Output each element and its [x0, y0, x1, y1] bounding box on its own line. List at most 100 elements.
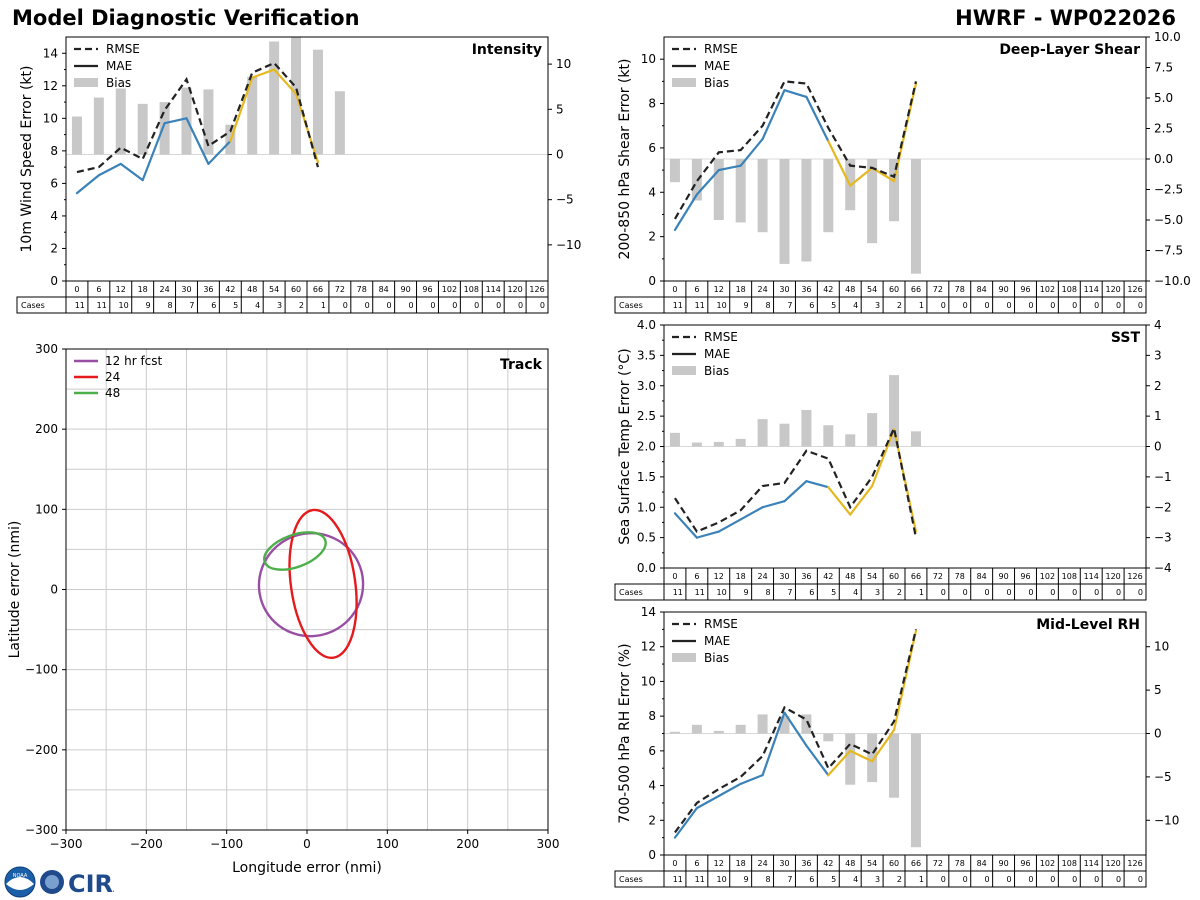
legend-rmse-label: RMSE [704, 330, 738, 344]
case-count: 11 [673, 875, 683, 884]
bias-bar [845, 733, 856, 785]
case-count: 0 [1050, 875, 1055, 884]
logos: NOAA CIRA [4, 866, 114, 898]
mae-line-segment [207, 140, 232, 165]
case-count: 0 [1072, 301, 1077, 310]
case-count: 5 [831, 875, 836, 884]
legend-mae-label: MAE [704, 347, 730, 361]
y-tick-label: 0 [648, 274, 656, 288]
lead-hour-label: 84 [977, 572, 987, 581]
cases-label: Cases [619, 588, 643, 597]
lead-hour-label: 12 [714, 572, 724, 581]
mae-line-segment [739, 774, 764, 785]
case-count: 0 [941, 301, 946, 310]
y-tick-label: 300 [35, 342, 58, 356]
lead-hour-label: 48 [845, 285, 855, 294]
lead-hour-label: 60 [291, 285, 301, 294]
lead-hour-label: 6 [694, 285, 699, 294]
case-count: 0 [985, 588, 990, 597]
lead-hour-label: 30 [779, 859, 789, 868]
case-count: 8 [765, 588, 770, 597]
y-tick-label: 2.5 [637, 409, 656, 423]
case-count: 5 [233, 301, 238, 310]
y2-tick-label: 5 [556, 102, 564, 116]
lead-hour-label: 18 [736, 859, 746, 868]
mae-line-segment [827, 749, 852, 777]
case-count: 0 [408, 301, 413, 310]
lead-hour-label: 90 [998, 285, 1008, 294]
case-count: 0 [1028, 301, 1033, 310]
case-count: 8 [765, 301, 770, 310]
bias-bar [779, 423, 790, 447]
y-tick-label: 8 [50, 144, 58, 158]
case-count: 2 [299, 301, 304, 310]
case-count: 3 [875, 588, 880, 597]
lead-hour-label: 42 [823, 285, 833, 294]
panel-title: Mid-Level RH [1036, 617, 1140, 633]
mae-line-segment [229, 76, 254, 143]
case-count: 0 [1028, 875, 1033, 884]
rmse-line [76, 61, 320, 174]
bias-bar [867, 733, 878, 783]
lead-hour-label: 66 [313, 285, 323, 294]
case-count: 0 [1028, 588, 1033, 597]
y2-tick-label: −3 [1154, 531, 1172, 545]
case-count: 0 [963, 301, 968, 310]
bias-bar [137, 103, 148, 155]
bias-bar [115, 88, 126, 155]
plot-frame [65, 36, 549, 282]
bias-bar [779, 159, 790, 264]
case-count: 10 [717, 588, 727, 597]
track-ellipse [288, 508, 358, 660]
y2-tick-label: 4 [1154, 318, 1162, 332]
panel-sst: 0.00.51.01.52.02.53.03.54.0−4−3−2−101234… [614, 318, 1172, 601]
mae-line-segment [783, 480, 808, 503]
mae-line-segment [739, 506, 764, 521]
mae-line-segment [673, 512, 698, 539]
legend-bias-label: Bias [106, 76, 131, 90]
case-count: 7 [787, 875, 792, 884]
y2-tick-label: −1 [1154, 470, 1172, 484]
mae-line-segment [695, 794, 720, 810]
bias-bar [669, 159, 680, 183]
bias-bar [93, 97, 104, 155]
mae-line-segment [717, 164, 742, 172]
lead-hour-label: 108 [1062, 285, 1077, 294]
case-count: 11 [695, 875, 705, 884]
lead-hour-label: 18 [138, 285, 148, 294]
case-count: 0 [518, 301, 523, 310]
case-count: 0 [1050, 301, 1055, 310]
bias-bar [889, 375, 900, 447]
mae-line-segment [783, 89, 808, 98]
legend-mae-label: MAE [106, 59, 132, 73]
lead-hour-label: 78 [357, 285, 367, 294]
lead-hour-label: 126 [1127, 285, 1142, 294]
lead-hour-label: 90 [400, 285, 410, 294]
bias-bar [159, 102, 170, 155]
bias-bar [867, 159, 878, 244]
lead-hour-label: 114 [1084, 572, 1099, 581]
track-ellipse [263, 531, 327, 571]
mae-line-segment [163, 117, 188, 125]
y-tick-label: 1.5 [637, 470, 656, 484]
bias-bar [823, 425, 834, 447]
lead-hour-label: 24 [159, 285, 169, 294]
lead-hour-label: 126 [1127, 572, 1142, 581]
case-count: 11 [673, 588, 683, 597]
lead-hour-label: 54 [867, 859, 877, 868]
y2-tick-label: 2 [1154, 379, 1162, 393]
y-tick-label: 6 [50, 176, 58, 190]
y-axis-label: 200-850 hPa Shear Error (kt) [617, 59, 633, 260]
case-count: 8 [765, 875, 770, 884]
lead-hour-label: 102 [1040, 859, 1055, 868]
bias-bar [71, 116, 82, 155]
bias-bar [889, 159, 900, 222]
y-tick-label: 12 [43, 79, 58, 93]
bias-bar [735, 724, 746, 734]
y2-tick-label: −5 [556, 193, 574, 207]
bias-bar [757, 419, 768, 447]
lead-hour-label: 24 [757, 285, 767, 294]
legend-bias-label: Bias [704, 76, 729, 90]
y2-tick-label: 0 [1154, 727, 1162, 741]
